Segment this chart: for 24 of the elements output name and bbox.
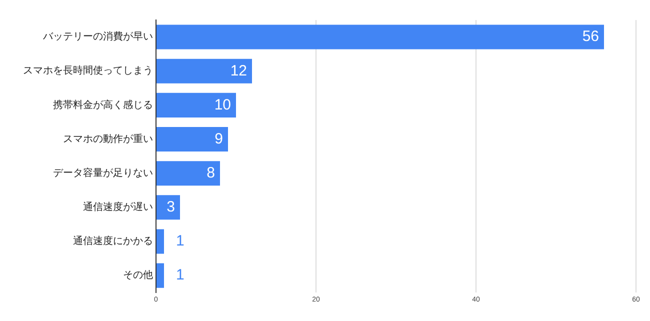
bar <box>156 58 252 84</box>
data-label: 12 <box>230 62 247 80</box>
data-label: 1 <box>176 266 184 284</box>
data-label: 3 <box>166 198 175 216</box>
bar <box>156 263 164 288</box>
y-tick-label: スマホを長時間使ってしまう <box>23 64 153 77</box>
bar <box>156 126 228 152</box>
y-tick-label: スマホの動作が重い <box>63 132 153 145</box>
data-label: 8 <box>206 164 215 182</box>
y-tick-label: 通信速度が遅い <box>83 201 153 214</box>
bar <box>156 92 236 118</box>
bar <box>156 195 180 220</box>
y-tick-label: 携帯料金が高く感じる <box>53 98 153 111</box>
data-label: 9 <box>214 130 223 148</box>
bar <box>156 24 604 50</box>
y-tick-label: その他 <box>123 269 153 282</box>
y-tick-label: バッテリーの消費が早い <box>42 30 153 43</box>
bar <box>156 229 164 254</box>
bar <box>156 161 220 186</box>
data-label: 56 <box>582 28 599 46</box>
data-label: 1 <box>176 232 184 250</box>
data-label: 10 <box>214 96 231 114</box>
y-tick-label: データ容量が足りない <box>53 166 153 179</box>
y-tick-label: 通信速度にかかる <box>73 235 153 248</box>
